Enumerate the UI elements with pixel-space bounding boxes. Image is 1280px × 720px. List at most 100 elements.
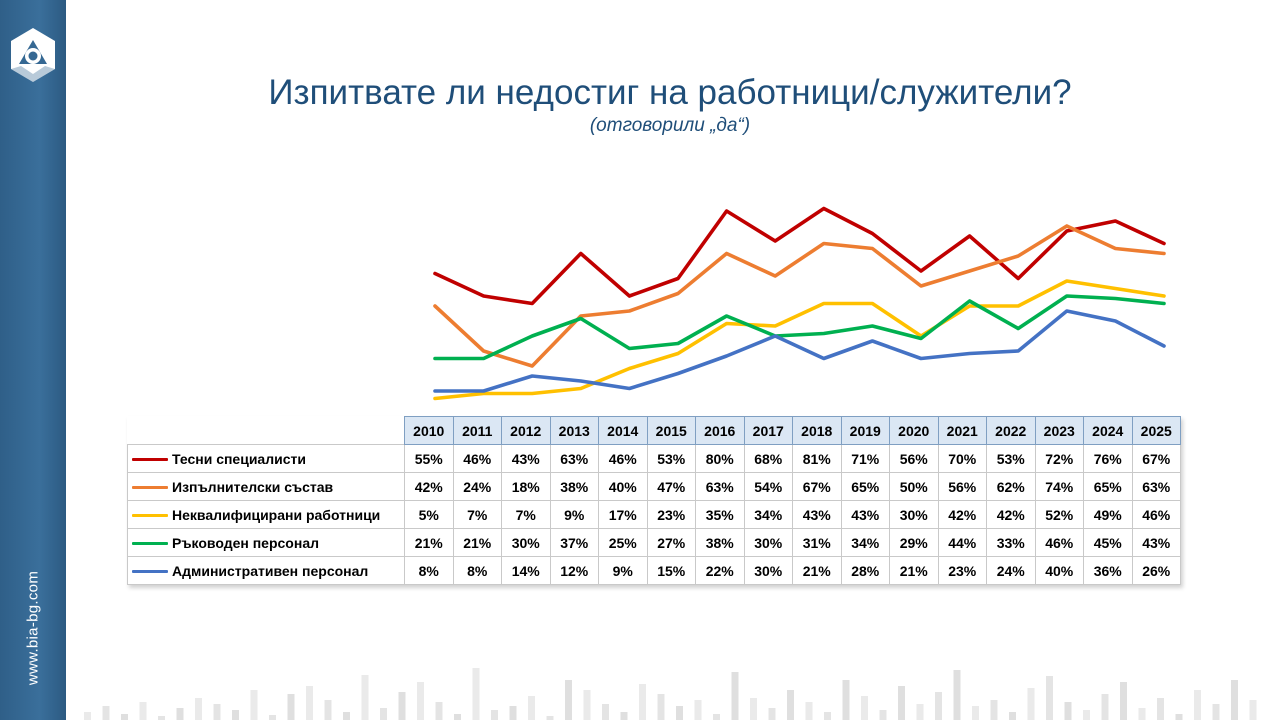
decorative-bar: [176, 708, 184, 720]
year-header-2021: 2021: [937, 416, 987, 445]
data-cell: 80%: [695, 444, 745, 473]
data-cell: 46%: [598, 444, 648, 473]
series-line-4: [433, 294, 1166, 361]
decorative-bar: [768, 708, 776, 720]
data-cell: 71%: [840, 444, 890, 473]
data-cell: 12%: [549, 556, 599, 585]
data-cell: 67%: [1131, 444, 1181, 473]
data-cell: 34%: [840, 528, 890, 557]
data-cell: 21%: [889, 556, 939, 585]
series-line-1: [433, 206, 1166, 306]
decorative-bar: [879, 710, 887, 720]
decorative-bar: [639, 684, 646, 720]
decorative-bar: [1157, 698, 1164, 720]
data-cell: 27%: [646, 528, 696, 557]
decorative-bar: [916, 704, 924, 720]
decorative-bar: [435, 702, 443, 720]
data-cell: 65%: [840, 472, 890, 501]
data-cell: 21%: [404, 528, 454, 557]
legend-swatch: [132, 542, 168, 546]
decorative-bar: [1175, 714, 1183, 720]
decorative-bar: [102, 706, 110, 720]
decorative-bar: [1009, 712, 1016, 720]
data-cell: 53%: [646, 444, 696, 473]
data-cell: 8%: [452, 556, 502, 585]
data-cell: 21%: [452, 528, 502, 557]
year-header-2015: 2015: [646, 416, 696, 445]
decorative-bar: [990, 700, 998, 720]
data-cell: 81%: [792, 444, 842, 473]
series-line-5: [433, 309, 1166, 393]
legend-label: Административен персонал: [172, 562, 369, 579]
data-cell: 37%: [549, 528, 599, 557]
decorative-bar: [787, 690, 794, 720]
data-cell: 56%: [937, 472, 987, 501]
data-cell: 24%: [986, 556, 1036, 585]
decorative-bar: [269, 715, 276, 720]
data-cell: 38%: [549, 472, 599, 501]
legend-label: Неквалифицирани работници: [172, 506, 381, 523]
decorative-bar: [398, 692, 406, 720]
decorative-bar: [213, 704, 221, 720]
data-cell: 18%: [501, 472, 551, 501]
decorative-bar: [565, 680, 572, 720]
data-cell: 9%: [598, 556, 648, 585]
legend-entry: Административен персонал: [127, 556, 405, 585]
legend-entry: Изпълнителски състав: [127, 472, 405, 501]
table-row: Административен персонал 8% 8% 14% 12% 9% 15% 2…: [127, 556, 1181, 585]
series-line-3: [433, 279, 1166, 401]
decorative-bar: [824, 712, 831, 720]
data-cell: 50%: [889, 472, 939, 501]
decorative-bar: [287, 694, 295, 720]
decorative-bar: [972, 706, 979, 720]
data-cell: 56%: [889, 444, 939, 473]
data-cell: 7%: [452, 500, 502, 529]
table-row: Ръководен персонал 21% 21% 30% 37% 25% 27% 38% 3…: [127, 528, 1181, 557]
decorative-bar: [324, 700, 332, 720]
decorative-bar: [602, 704, 609, 720]
decorative-bar: [491, 710, 498, 720]
legend-entry: Тесни специалисти: [127, 444, 405, 473]
decorative-bar: [953, 670, 961, 720]
decorative-bar: [158, 716, 165, 720]
decorative-bar: [1027, 688, 1035, 720]
decorative-bar: [898, 686, 905, 720]
decorative-bar: [361, 675, 369, 720]
data-cell: 46%: [1034, 528, 1084, 557]
data-cell: 30%: [889, 500, 939, 529]
data-cell: 38%: [695, 528, 745, 557]
bia-logo-icon: [11, 28, 55, 82]
data-cell: 21%: [792, 556, 842, 585]
data-cell: 49%: [1083, 500, 1133, 529]
decorative-bar: [1046, 676, 1053, 720]
table-row: Тесни специалисти 55% 46% 43% 63% 46% 53% 80% 68…: [127, 444, 1181, 473]
data-cell: 31%: [792, 528, 842, 557]
data-cell: 46%: [1131, 500, 1181, 529]
decorative-bar: [121, 714, 128, 720]
decorative-bar: [472, 668, 480, 720]
data-cell: 42%: [404, 472, 454, 501]
year-header-2016: 2016: [695, 416, 745, 445]
decorative-bars: [84, 668, 1257, 720]
decorative-bar: [528, 696, 535, 720]
year-header-2012: 2012: [501, 416, 551, 445]
decorative-bar: [842, 680, 850, 720]
decorative-bar: [417, 682, 424, 720]
data-cell: 29%: [889, 528, 939, 557]
decorative-bar: [1249, 700, 1257, 720]
data-cell: 65%: [1083, 472, 1133, 501]
year-header-2011: 2011: [452, 416, 502, 445]
decorative-bar: [546, 716, 554, 720]
data-cell: 17%: [598, 500, 648, 529]
data-cell: 30%: [501, 528, 551, 557]
chart-title: Изпитвате ли недостиг на работници/служи…: [268, 73, 1072, 112]
legend-entry: Неквалифицирани работници: [127, 500, 405, 529]
data-table: 2010 2011 2012 2013 2014 2015 2016 2017 2018 2019…: [127, 416, 1181, 585]
data-cell: 52%: [1034, 500, 1084, 529]
decorative-bar: [1064, 702, 1072, 720]
legend-label: Тесни специалисти: [172, 450, 306, 467]
year-header-2014: 2014: [598, 416, 648, 445]
data-cell: 8%: [404, 556, 454, 585]
data-cell: 55%: [404, 444, 454, 473]
data-cell: 34%: [743, 500, 793, 529]
